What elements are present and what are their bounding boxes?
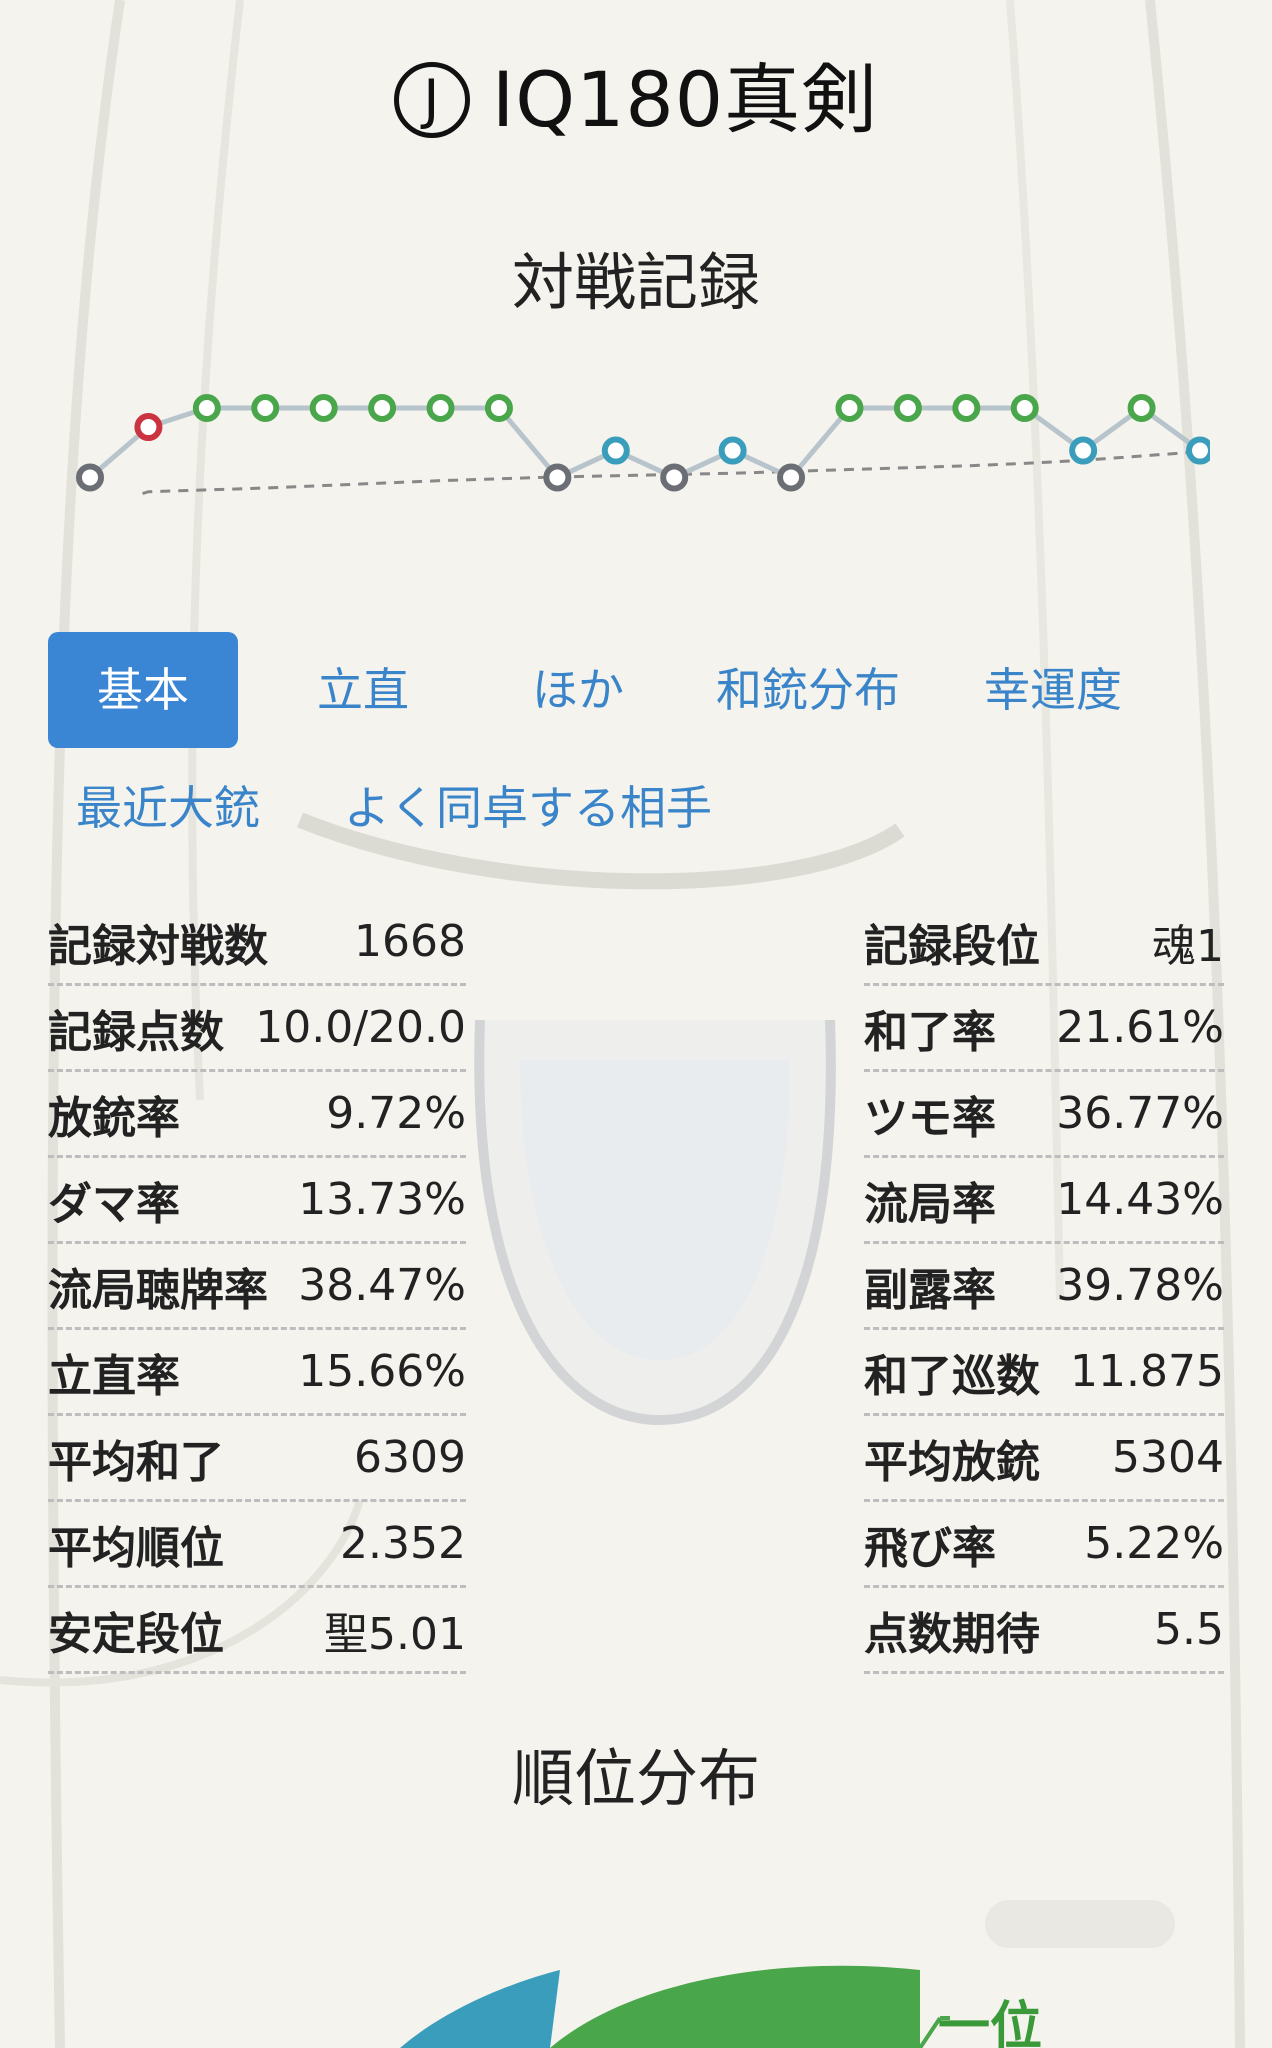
stat-row: 飛び率 5.22% [864, 1502, 1224, 1588]
record-chart [76, 394, 1210, 495]
stat-label: 流局率 [864, 1178, 996, 1230]
stat-row: ツモ率 36.77% [864, 1072, 1224, 1158]
stat-value: 2.352 [340, 1518, 466, 1569]
stat-label: 和了率 [864, 1006, 996, 1058]
tab-luck[interactable]: 幸運度 [984, 663, 1122, 717]
player-name: IQ180真剣 [491, 55, 879, 144]
stats-tabs: 基本 立直 ほか 和銃分布 幸運度 最近大銃 よく同卓する相手 [48, 632, 1228, 852]
stat-row: 副露率 39.78% [864, 1244, 1224, 1330]
stat-row: 平均順位 2.352 [48, 1502, 466, 1588]
record-point-first[interactable] [835, 394, 864, 422]
stat-value: 10.0/20.0 [255, 1002, 466, 1053]
stat-row: 流局聴牌率 38.47% [48, 1244, 466, 1330]
tier-badge-icon: J [393, 62, 470, 138]
stat-value: 14.43% [1056, 1174, 1224, 1225]
record-point-first[interactable] [251, 394, 280, 422]
stat-row: 記録対戦数 1668 [48, 900, 466, 986]
tab-other[interactable]: ほか [532, 663, 624, 717]
record-point-second[interactable] [718, 436, 747, 465]
stat-value: 5.22% [1084, 1518, 1224, 1569]
player-header: J IQ180真剣 [0, 38, 1272, 148]
stat-row: ダマ率 13.73% [48, 1158, 466, 1244]
stat-label: 平均順位 [48, 1522, 224, 1574]
tab-basic[interactable]: 基本 [48, 632, 238, 748]
stat-value: 13.73% [298, 1174, 466, 1225]
record-point-second[interactable] [1069, 436, 1098, 465]
stat-label: 放銃率 [48, 1092, 180, 1144]
stat-value: 11.875 [1070, 1346, 1224, 1397]
record-point-second[interactable] [1186, 436, 1210, 465]
stat-row: 記録段位 魂1 [864, 900, 1224, 986]
stat-label: 飛び率 [864, 1522, 996, 1574]
record-point-first[interactable] [1127, 394, 1156, 422]
stat-label: 平均放銃 [864, 1436, 1040, 1488]
stat-row: 平均和了 6309 [48, 1416, 466, 1502]
trend-line [142, 450, 1201, 495]
stat-label: 平均和了 [48, 1436, 224, 1488]
pie-slice-second [400, 1970, 560, 2048]
tab-win-deal-in-distribution[interactable]: 和銃分布 [716, 663, 900, 717]
record-point-other[interactable] [543, 463, 572, 492]
stat-row: 記録点数 10.0/20.0 [48, 986, 466, 1072]
stat-value: 聖5.01 [324, 1608, 466, 1660]
stats-right-column: 記録段位 魂1 和了率 21.61% ツモ率 36.77% 流局率 14.43% 副露率… [864, 900, 1224, 1674]
stat-label: 記録点数 [48, 1006, 224, 1058]
record-section-title: 対戦記録 [511, 246, 760, 319]
stat-label: ダマ率 [48, 1178, 180, 1230]
record-point-first[interactable] [893, 394, 922, 422]
stat-value: 5.5 [1154, 1604, 1224, 1655]
stat-label: 安定段位 [48, 1608, 224, 1660]
stat-row: 和了巡数 11.875 [864, 1330, 1224, 1416]
stat-row: 点数期待 5.5 [864, 1588, 1224, 1674]
record-point-fourth[interactable] [134, 413, 163, 442]
stat-label: 点数期待 [864, 1608, 1040, 1660]
stat-value: 36.77% [1056, 1088, 1224, 1139]
stat-label: 副露率 [864, 1264, 996, 1316]
record-point-other[interactable] [76, 463, 104, 492]
stat-row: 放銃率 9.72% [48, 1072, 466, 1158]
stat-row: 流局率 14.43% [864, 1158, 1224, 1244]
tab-riichi[interactable]: 立直 [317, 663, 409, 717]
stat-value: 15.66% [298, 1346, 466, 1397]
pie-label-leader [918, 2016, 942, 2048]
stat-value: 5304 [1112, 1432, 1224, 1483]
record-point-other[interactable] [660, 463, 689, 492]
stat-label: 記録段位 [864, 920, 1040, 972]
stat-label: 立直率 [48, 1350, 180, 1402]
stat-row: 立直率 15.66% [48, 1330, 466, 1416]
stat-value: 9.72% [326, 1088, 466, 1139]
tab-recent-big-deal-in[interactable]: 最近大銃 [76, 781, 260, 835]
stat-row: 和了率 21.61% [864, 986, 1224, 1072]
stat-value: 21.61% [1056, 1002, 1224, 1053]
stat-label: 記録対戦数 [48, 920, 268, 972]
rank-section-title: 順位分布 [511, 1742, 760, 1815]
stats-left-column: 記録対戦数 1668 記録点数 10.0/20.0 放銃率 9.72% ダマ率 13.7… [48, 900, 466, 1674]
stat-value: 魂1 [1152, 920, 1224, 972]
stat-value: 6309 [354, 1432, 466, 1483]
record-point-first[interactable] [426, 394, 455, 422]
stat-value: 39.78% [1056, 1260, 1224, 1311]
stat-value: 38.47% [298, 1260, 466, 1311]
tab-frequent-opponents[interactable]: よく同卓する相手 [344, 781, 712, 835]
record-point-first[interactable] [368, 394, 397, 422]
stat-value: 1668 [354, 916, 466, 967]
record-point-other[interactable] [777, 463, 806, 492]
record-point-first[interactable] [1010, 394, 1039, 422]
record-point-second[interactable] [601, 436, 630, 465]
record-point-first[interactable] [484, 394, 513, 422]
record-point-first[interactable] [192, 394, 221, 422]
stat-label: ツモ率 [864, 1092, 996, 1144]
stat-row: 安定段位 聖5.01 [48, 1588, 466, 1674]
stat-label: 和了巡数 [864, 1350, 1040, 1402]
stat-row: 平均放銃 5304 [864, 1416, 1224, 1502]
stat-label: 流局聴牌率 [48, 1264, 268, 1316]
pie-slice-first [550, 1965, 920, 2048]
rank-pie-chart: 一位 [400, 1965, 1042, 2048]
record-point-first[interactable] [309, 394, 338, 422]
pie-label-first: 一位 [938, 1997, 1042, 2048]
record-point-first[interactable] [952, 394, 981, 422]
